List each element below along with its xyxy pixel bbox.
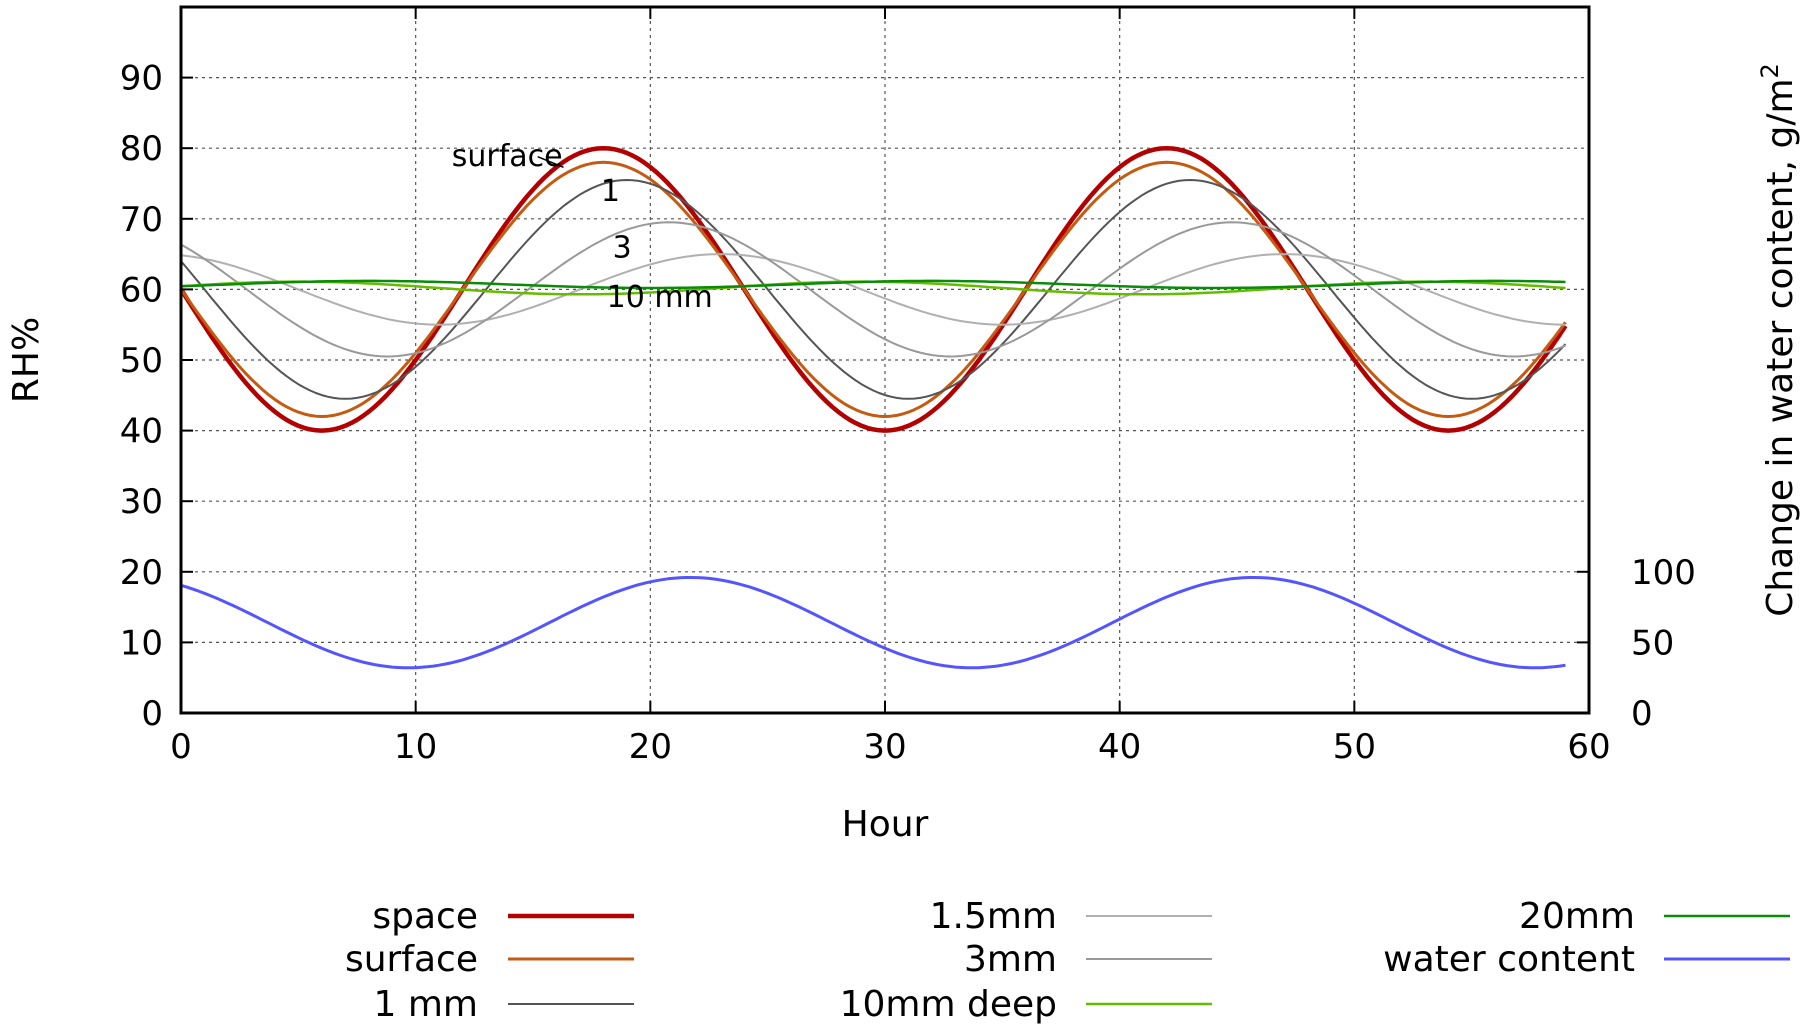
series-lines xyxy=(179,145,1568,670)
series-line-surface xyxy=(179,160,1567,418)
legend-label-space: space xyxy=(372,896,478,937)
series-line-space xyxy=(179,145,1568,433)
y2-tick-label: 0 xyxy=(1631,694,1653,734)
y-tick-label: 0 xyxy=(141,694,163,734)
x-tick-label: 40 xyxy=(1098,727,1141,767)
annotation-label: surface xyxy=(452,139,563,174)
y2-tick-label: 50 xyxy=(1631,623,1674,663)
legend-item: 1 mm xyxy=(374,984,634,1024)
y2-tick-label: 100 xyxy=(1631,553,1696,593)
y2-axis-title-main: Change in water content, g/m xyxy=(1760,78,1801,616)
legend-label-20mm: 20mm xyxy=(1519,896,1635,937)
legend-label-3mm: 3mm xyxy=(964,939,1057,980)
legend-label-surface: surface xyxy=(345,939,478,980)
legend-item: space xyxy=(372,896,634,937)
series-line-1-5mm xyxy=(180,253,1566,326)
y-tick-label: 30 xyxy=(120,482,163,522)
legend-label-1-mm: 1 mm xyxy=(374,984,478,1024)
tick-labels: 0 10 20 30 40 50 60 0 10 20 30 40 50 60 70 80 90 0 50 100 xyxy=(120,59,1696,767)
x-tick-label: 50 xyxy=(1333,727,1376,767)
legend-item: 20mm xyxy=(1519,896,1790,937)
annotation-label: 1 xyxy=(601,174,620,209)
x-tick-label: 60 xyxy=(1567,727,1610,767)
y2-axis-title: Change in water content, g/m2 xyxy=(1756,63,1801,617)
x-axis-title: Hour xyxy=(842,804,929,845)
legend-item: surface xyxy=(345,939,634,980)
y-tick-label: 40 xyxy=(120,412,163,452)
y-tick-label: 20 xyxy=(120,553,163,593)
y-tick-label: 60 xyxy=(120,270,163,310)
y-axis-title: RH% xyxy=(6,317,47,403)
x-tick-label: 30 xyxy=(863,727,906,767)
x-tick-label: 10 xyxy=(394,727,437,767)
legend-label-10mm-deep: 10mm deep xyxy=(840,984,1057,1024)
grid xyxy=(181,7,1589,713)
y-tick-label: 90 xyxy=(120,59,163,99)
legend-item: 3mm xyxy=(964,939,1212,980)
legend-label-1-5mm: 1.5mm xyxy=(930,896,1057,937)
y-tick-label: 80 xyxy=(120,129,163,169)
tick-marks xyxy=(180,7,1590,714)
legend-item: water content xyxy=(1383,939,1790,980)
series-line-1-mm xyxy=(180,179,1567,400)
y-tick-label: 50 xyxy=(120,341,163,381)
annotation-label: 10 mm xyxy=(607,280,713,315)
x-tick-label: 20 xyxy=(629,727,672,767)
series-line-water-content xyxy=(180,576,1566,670)
y-tick-label: 70 xyxy=(120,200,163,240)
y2-axis-title-superscript: 2 xyxy=(1756,63,1784,78)
annotation-leader xyxy=(537,155,564,168)
x-tick-label: 0 xyxy=(170,727,192,767)
legend-item: 1.5mm xyxy=(930,896,1212,937)
legend-item: 10mm deep xyxy=(840,984,1212,1024)
series-line-20mm xyxy=(180,279,1566,290)
legend-label-water-content: water content xyxy=(1383,939,1635,980)
y-tick-label: 10 xyxy=(120,623,163,663)
series-line-3mm xyxy=(180,221,1566,358)
annotation-label: 3 xyxy=(613,231,632,266)
annotations: surface 1 3 10 mm xyxy=(452,139,713,315)
